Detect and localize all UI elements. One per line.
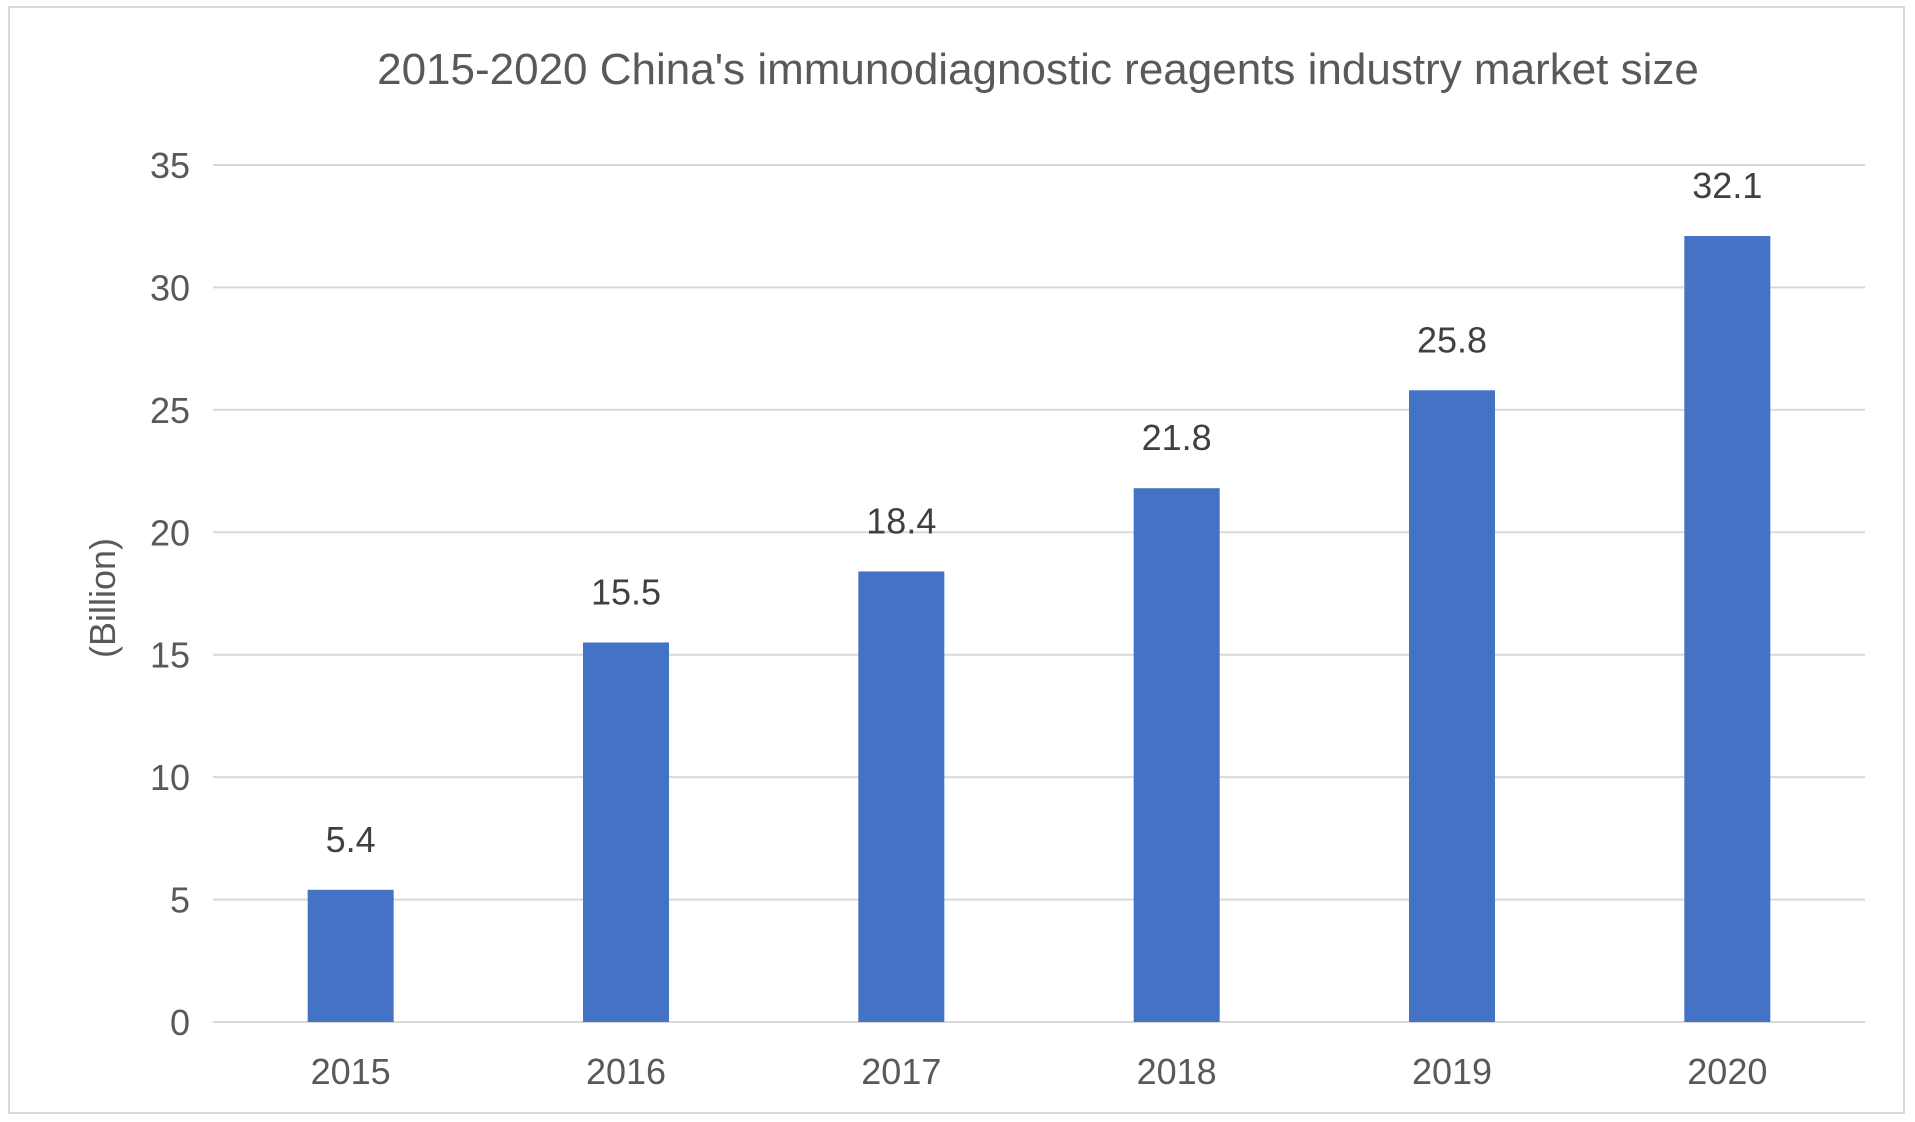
y-axis-label: (Billion): [82, 538, 123, 658]
y-tick-label: 30: [150, 267, 190, 308]
data-label: 15.5: [591, 571, 661, 612]
x-tick-label: 2016: [586, 1051, 666, 1092]
x-tick-label: 2020: [1687, 1051, 1767, 1092]
x-tick-label: 2015: [311, 1051, 391, 1092]
bars: [307, 236, 1771, 1023]
bar-2016: [583, 642, 669, 1022]
chart-title: 2015-2020 China's immunodiagnostic reage…: [377, 45, 1699, 94]
y-tick-label: 35: [150, 145, 190, 186]
data-label: 32.1: [1692, 165, 1762, 206]
bar-2017: [858, 571, 945, 1022]
x-tick-label: 2019: [1412, 1051, 1492, 1092]
data-label: 21.8: [1142, 417, 1212, 458]
data-label: 25.8: [1417, 319, 1487, 360]
data-label: 5.4: [326, 819, 376, 860]
y-tick-label: 5: [170, 880, 190, 921]
chart-frame: 2015-2020 China's immunodiagnostic reage…: [8, 6, 1905, 1114]
bar-2015: [307, 889, 394, 1022]
bar-2020: [1684, 236, 1771, 1023]
y-tick-label: 10: [150, 757, 190, 798]
x-tick-label: 2018: [1137, 1051, 1217, 1092]
data-label: 18.4: [866, 500, 936, 541]
bar-chart: 2015-2020 China's immunodiagnostic reage…: [82, 45, 1865, 1092]
y-axis-ticks: 0 5 10 15 20 25 30 35: [150, 145, 190, 1043]
x-axis-ticks: 2015 2016 2017 2018 2019 2020: [311, 1051, 1768, 1092]
y-tick-label: 20: [150, 512, 190, 553]
bar-2019: [1409, 390, 1495, 1023]
x-tick-label: 2017: [861, 1051, 941, 1092]
gridlines: [213, 164, 1865, 1023]
y-tick-label: 25: [150, 390, 190, 431]
y-tick-label: 0: [170, 1002, 190, 1043]
y-tick-label: 15: [150, 635, 190, 676]
data-labels: 5.4 15.5 18.4 21.8 25.8 32.1: [326, 165, 1763, 860]
bar-2018: [1133, 488, 1220, 1022]
